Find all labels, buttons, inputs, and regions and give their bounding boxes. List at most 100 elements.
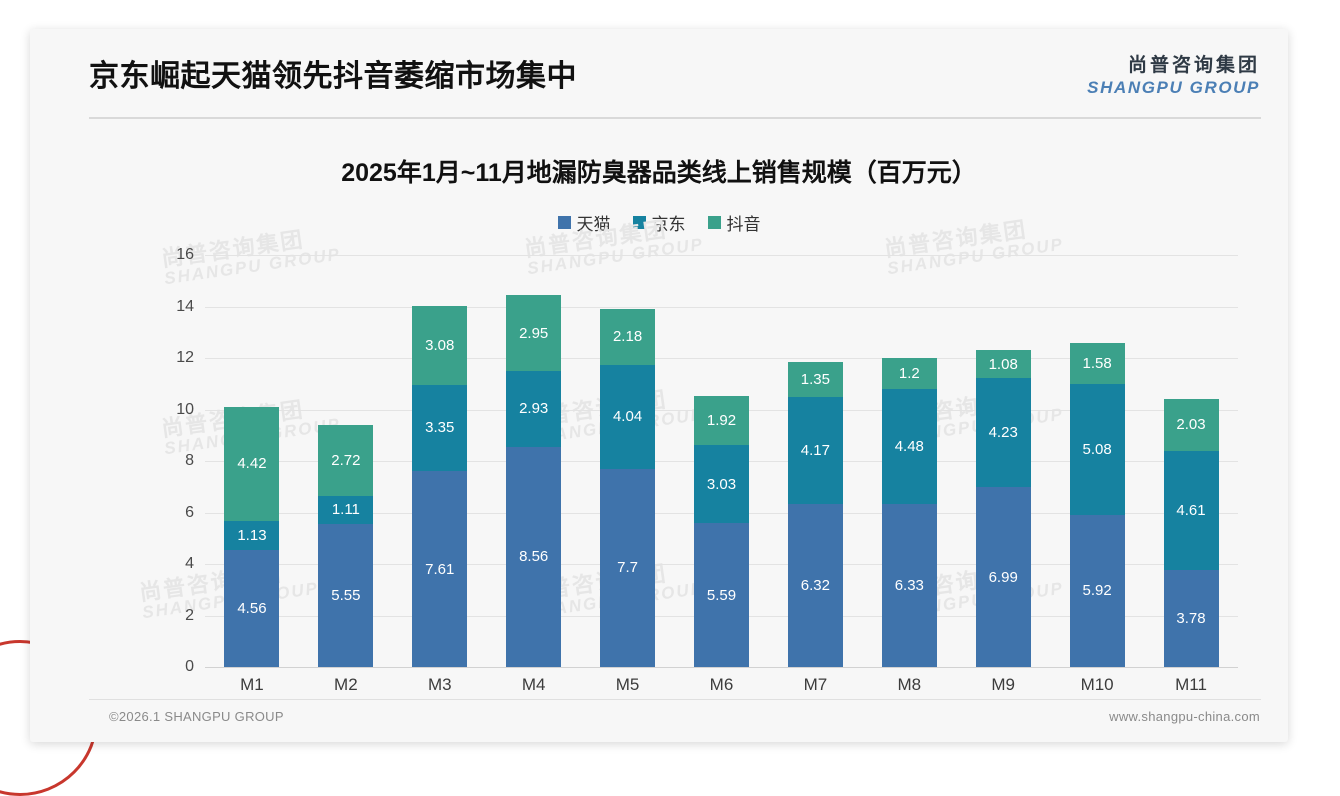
bar-value-label: 4.42 bbox=[237, 455, 267, 473]
bar-column-M11[interactable]: 2.03 4.61 3.78 bbox=[1144, 255, 1238, 667]
bar-column-M8[interactable]: 1.2 4.48 6.33 bbox=[862, 255, 956, 667]
bar-segment-抖音[interactable]: 1.08 bbox=[975, 350, 1031, 379]
bar-segment-天猫[interactable]: 6.33 bbox=[881, 504, 937, 667]
bar-value-label: 3.03 bbox=[706, 475, 737, 493]
bar-segment-天猫[interactable]: 4.56 bbox=[224, 549, 280, 667]
bar-segment-天猫[interactable]: 8.56 bbox=[506, 446, 562, 667]
bar-segment-抖音[interactable]: 2.18 bbox=[600, 308, 656, 365]
legend-label: 抖音 bbox=[726, 215, 761, 234]
bar-value-label: 6.32 bbox=[800, 577, 830, 595]
bar-segment-京东[interactable]: 1.13 bbox=[224, 520, 280, 550]
bar-value-label: 8.56 bbox=[519, 548, 549, 566]
bar-segment-抖音[interactable]: 2.03 bbox=[1163, 398, 1219, 451]
bar-column-M9[interactable]: 1.08 4.23 6.99 bbox=[956, 255, 1050, 667]
legend-swatch-icon bbox=[557, 216, 571, 229]
bar-segment-抖音[interactable]: 3.08 bbox=[412, 305, 468, 385]
stacked-bar[interactable]: 4.42 1.13 4.56 bbox=[224, 406, 280, 667]
legend-item-抖音[interactable]: 抖音 bbox=[707, 210, 761, 235]
bar-segment-京东[interactable]: 2.93 bbox=[506, 371, 562, 447]
legend-item-天猫[interactable]: 天猫 bbox=[557, 210, 611, 235]
stacked-bar[interactable]: 1.08 4.23 6.99 bbox=[975, 350, 1031, 667]
bar-segment-抖音[interactable]: 1.2 bbox=[881, 357, 937, 389]
bar-segment-京东[interactable]: 4.17 bbox=[787, 396, 843, 505]
bar-column-M5[interactable]: 2.18 4.04 7.7 bbox=[581, 255, 675, 667]
bar-segment-抖音[interactable]: 2.95 bbox=[506, 295, 562, 372]
brand-logo: 尚普咨询集团 SHANGPU GROUP bbox=[1087, 55, 1260, 97]
bar-segment-京东[interactable]: 3.03 bbox=[693, 445, 749, 524]
bar-value-label: 1.58 bbox=[1082, 354, 1112, 372]
bar-segment-京东[interactable]: 1.11 bbox=[318, 495, 374, 525]
bar-segment-京东[interactable]: 5.08 bbox=[1069, 383, 1125, 515]
bar-column-M3[interactable]: 3.08 3.35 7.61 bbox=[393, 255, 487, 667]
bar-segment-抖音[interactable]: 2.72 bbox=[318, 425, 374, 496]
gridline bbox=[205, 667, 1238, 668]
bar-value-label: 2.93 bbox=[519, 400, 549, 418]
bar-segment-天猫[interactable]: 5.59 bbox=[693, 523, 749, 667]
y-axis-tick: 2 bbox=[185, 606, 194, 624]
x-axis-label-M9: M9 bbox=[991, 675, 1016, 694]
bar-value-label: 4.17 bbox=[800, 442, 830, 460]
bar-segment-抖音[interactable]: 4.42 bbox=[224, 406, 280, 521]
bar-value-label: 6.33 bbox=[894, 577, 924, 594]
bar-segment-天猫[interactable]: 6.99 bbox=[975, 487, 1031, 667]
stacked-bar[interactable]: 2.03 4.61 3.78 bbox=[1163, 398, 1219, 667]
bar-value-label: 2.72 bbox=[331, 452, 361, 469]
bar-column-M7[interactable]: 1.35 4.17 6.32 bbox=[768, 255, 862, 667]
chart-legend: 天猫 京东 抖音 bbox=[30, 210, 1288, 235]
bar-segment-天猫[interactable]: 6.32 bbox=[787, 504, 843, 667]
bar-value-label: 6.99 bbox=[988, 568, 1018, 586]
footer-website[interactable]: www.shangpu-china.com bbox=[1109, 709, 1260, 724]
gridline bbox=[205, 358, 1238, 359]
y-axis-tick: 12 bbox=[176, 349, 194, 366]
x-axis-label-M1: M1 bbox=[240, 675, 264, 694]
bar-column-M1[interactable]: 4.42 1.13 4.56 bbox=[205, 255, 299, 667]
stacked-bar[interactable]: 2.72 1.11 5.55 bbox=[318, 425, 374, 667]
bar-segment-天猫[interactable]: 5.92 bbox=[1069, 514, 1125, 667]
bar-column-M2[interactable]: 2.72 1.11 5.55 bbox=[299, 255, 393, 667]
bar-segment-京东[interactable]: 4.48 bbox=[881, 388, 937, 505]
stacked-bar[interactable]: 1.35 4.17 6.32 bbox=[787, 362, 843, 667]
stacked-bar[interactable]: 2.95 2.93 8.56 bbox=[506, 295, 562, 667]
stacked-bar[interactable]: 1.92 3.03 5.59 bbox=[693, 395, 749, 667]
slide-header: 京东崛起天猫领先抖音萎缩市场集中 尚普咨询集团 SHANGPU GROUP bbox=[30, 29, 1288, 121]
bar-column-M10[interactable]: 1.58 5.08 5.92 bbox=[1050, 255, 1144, 667]
bar-segment-京东[interactable]: 4.23 bbox=[975, 378, 1031, 488]
y-axis-tick: 10 bbox=[176, 400, 194, 418]
bar-value-label: 3.35 bbox=[425, 419, 455, 437]
bar-column-M4[interactable]: 2.95 2.93 8.56 bbox=[487, 255, 581, 667]
bar-segment-京东[interactable]: 4.61 bbox=[1163, 450, 1219, 570]
bar-segment-天猫[interactable]: 7.61 bbox=[412, 471, 468, 667]
stacked-bar[interactable]: 1.58 5.08 5.92 bbox=[1069, 343, 1125, 667]
bar-segment-抖音[interactable]: 1.92 bbox=[693, 395, 749, 446]
x-axis-label-M3: M3 bbox=[427, 675, 452, 694]
legend-item-京东[interactable]: 京东 bbox=[632, 210, 686, 235]
legend-label: 天猫 bbox=[576, 215, 611, 234]
bar-segment-抖音[interactable]: 1.35 bbox=[787, 362, 843, 397]
bar-segment-京东[interactable]: 4.04 bbox=[600, 364, 656, 469]
bar-value-label: 7.61 bbox=[425, 560, 455, 578]
bar-value-label: 1.11 bbox=[331, 501, 360, 519]
y-axis-tick: 4 bbox=[185, 555, 194, 572]
bar-segment-天猫[interactable]: 3.78 bbox=[1163, 569, 1219, 667]
bar-segment-天猫[interactable]: 5.55 bbox=[318, 524, 374, 667]
bar-segment-京东[interactable]: 3.35 bbox=[412, 384, 468, 472]
bar-value-label: 1.2 bbox=[898, 364, 920, 382]
legend-swatch-icon bbox=[707, 216, 721, 229]
bar-segment-天猫[interactable]: 7.7 bbox=[600, 468, 656, 667]
bar-value-label: 5.59 bbox=[706, 586, 737, 604]
bar-segment-抖音[interactable]: 1.58 bbox=[1069, 343, 1125, 384]
stacked-bar[interactable]: 3.08 3.35 7.61 bbox=[412, 305, 468, 667]
bar-value-label: 4.48 bbox=[894, 437, 924, 455]
x-axis-label-M7: M7 bbox=[803, 675, 828, 694]
bar-column-M6[interactable]: 1.92 3.03 5.59 bbox=[675, 255, 769, 667]
slide-card: 京东崛起天猫领先抖音萎缩市场集中 尚普咨询集团 SHANGPU GROUP 20… bbox=[30, 29, 1288, 742]
stacked-bar[interactable]: 1.2 4.48 6.33 bbox=[881, 357, 937, 667]
bar-value-label: 3.78 bbox=[1176, 609, 1206, 627]
slide-canvas: 京东崛起天猫领先抖音萎缩市场集中 尚普咨询集团 SHANGPU GROUP 20… bbox=[0, 29, 1288, 796]
stacked-bar[interactable]: 2.18 4.04 7.7 bbox=[600, 308, 656, 667]
bar-value-label: 1.35 bbox=[800, 371, 830, 389]
chart-x-axis: M1 M2 M3 M4 M5 M6 M7 M8 M9 M10 M11 bbox=[205, 675, 1238, 695]
legend-label: 京东 bbox=[651, 215, 686, 234]
bar-value-label: 4.04 bbox=[612, 408, 643, 426]
bar-value-label: 5.55 bbox=[331, 587, 361, 605]
